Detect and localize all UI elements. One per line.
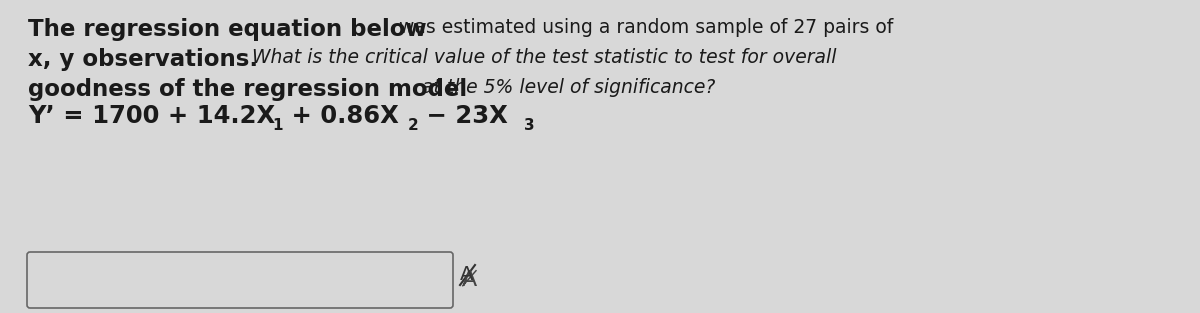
Text: The regression equation below: The regression equation below	[28, 18, 427, 41]
Text: 2: 2	[408, 118, 419, 133]
Text: What is the critical value of the test statistic to test for overall: What is the critical value of the test s…	[246, 48, 836, 67]
Text: at the 5% level of significance?: at the 5% level of significance?	[416, 78, 715, 97]
Text: 1: 1	[272, 118, 282, 133]
Text: 3: 3	[524, 118, 535, 133]
Text: goodness of the regression model: goodness of the regression model	[28, 78, 467, 101]
Text: − 23X: − 23X	[418, 104, 508, 128]
Text: A: A	[460, 265, 473, 285]
Text: was estimated using a random sample of 27 pairs of: was estimated using a random sample of 2…	[394, 18, 893, 37]
Text: x, y observations.: x, y observations.	[28, 48, 258, 71]
FancyBboxPatch shape	[28, 252, 454, 308]
Text: Y’ = 1700 + 14.2X: Y’ = 1700 + 14.2X	[28, 104, 275, 128]
Text: + 0.86X: + 0.86X	[283, 104, 398, 128]
Text: A̸: A̸	[462, 270, 478, 290]
